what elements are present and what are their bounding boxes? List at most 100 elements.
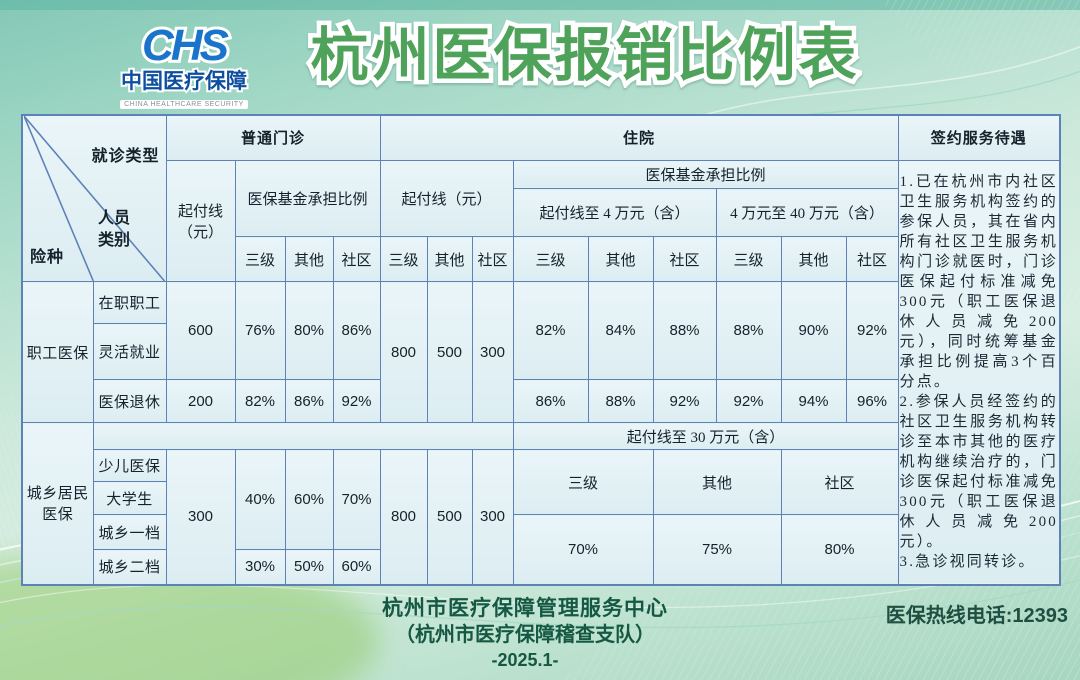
row-resident-range-strip: 城乡居民 医保 起付线至 30 万元（含）: [21, 422, 1060, 585]
contract-note-2: 2.参保人员经签约的社区卫生服务机构转诊至本市其他的医疗机构继续治疗的，门诊医保…: [899, 394, 1059, 550]
label-retired: 医保退休: [92, 379, 167, 423]
row-resident-tier1: 城乡一档 70% 75% 80%: [22, 514, 1060, 585]
logo-name-en: CHINA HEALTHCARE SECURITY: [120, 100, 248, 109]
header-range-0-4: 起付线至 4 万元（含）: [512, 188, 717, 237]
header-range-0-30: 起付线至 30 万元（含）: [512, 422, 899, 450]
corner-visit-type-label: 就诊类型: [91, 148, 160, 165]
row-resident-tier2: 城乡二档 30% 50% 60%: [22, 549, 1060, 585]
label-resident-tier2: 城乡二档: [92, 549, 167, 585]
val-retired-4-40-other: 94%: [780, 379, 847, 423]
val-retired-0-4-tier3: 86%: [512, 379, 589, 423]
val-emp-inpatient-deductible-tier3: 800: [379, 281, 428, 423]
header-community: 社区: [332, 236, 381, 282]
val-retired-outpatient-community: 92%: [332, 379, 381, 423]
header-row-2: 起付线 （元） 医保基金承担比例 起付线（元） 医保基金承担比例 1.已在杭州市…: [22, 159, 1061, 585]
header-range-4-40: 4 万元至 40 万元（含）: [715, 188, 899, 237]
label-employee-insurance: 职工医保: [21, 281, 94, 423]
contract-note-3: 3.急诊视同转诊。: [899, 554, 1036, 570]
val-emp-inpatient-deductible-other: 500: [426, 281, 473, 423]
val-emp-inpatient-deductible-community: 300: [471, 281, 514, 423]
header-tier3: 三级: [512, 236, 589, 282]
val-res-inpatient-other: 75%: [652, 514, 782, 585]
footer-org-sub: （杭州市医疗保障稽查支队）: [395, 624, 655, 646]
header-other: 其他: [587, 236, 654, 282]
val-res-tier2-other: 50%: [284, 549, 334, 585]
reimbursement-table: 就诊类型 人员 类别 险种 普通门诊 住院 签约服务待遇 起付线 （元） 医保基…: [21, 114, 1062, 586]
header-outpatient-fund-ratio: 医保基金承担比例: [234, 159, 381, 237]
val-emp-active-4-40-tier3: 88%: [715, 281, 782, 380]
val-emp-active-0-4-other: 84%: [587, 281, 654, 380]
val-res-inpatient-deductible-community: 300: [471, 449, 514, 585]
logo-name-cn: 中国医疗保障: [121, 69, 247, 93]
diagonal-lines: [24, 116, 165, 281]
val-res-inpatient-tier3: 70%: [512, 514, 654, 585]
header-inpatient-fund-ratio: 医保基金承担比例: [512, 159, 899, 189]
footer-hotline: 医保热线电话:12393: [885, 605, 1068, 627]
label-resident-tier1: 城乡一档: [92, 514, 167, 550]
corner-person-category-label: 人员 类别: [97, 210, 130, 249]
val-retired-0-4-other: 88%: [587, 379, 654, 423]
val-res-outpatient-deductible: 300: [165, 449, 236, 585]
header-res-other: 其他: [652, 449, 782, 515]
logo-abbr: CHS: [142, 24, 229, 69]
val-retired-outpatient-tier3: 82%: [234, 379, 286, 423]
val-retired-0-4-community: 92%: [652, 379, 717, 423]
footer-date: -2025.1-: [491, 650, 559, 670]
val-res-inpatient-deductible-other: 500: [426, 449, 473, 585]
val-retired-outpatient-deductible: 200: [165, 379, 236, 423]
label-child-insurance: 少儿医保: [92, 449, 167, 482]
contract-notes-cell: 1.已在杭州市内社区卫生服务机构签约的参保人员，其在省内所有社区卫生服务机构门诊…: [897, 159, 1061, 585]
label-resident-insurance: 城乡居民 医保: [21, 422, 94, 585]
header-res-community: 社区: [780, 449, 899, 515]
val-emp-active-4-40-community: 92%: [845, 281, 899, 380]
corner-insurance-type-label: 险种: [30, 249, 65, 266]
val-res-upper-tier3: 40%: [234, 449, 286, 550]
label-university-student: 大学生: [92, 481, 167, 515]
val-res-tier2-community: 60%: [332, 549, 381, 585]
header-tier3: 三级: [715, 236, 782, 282]
row-employee-retired: 医保退休 200 82% 86% 92% 86% 88% 92% 92% 94%…: [22, 379, 1060, 423]
header-outpatient: 普通门诊: [165, 114, 381, 161]
header-other: 其他: [780, 236, 847, 282]
val-retired-outpatient-other: 86%: [284, 379, 334, 423]
header-other: 其他: [284, 236, 334, 282]
row-resident-student: 大学生: [22, 481, 1060, 515]
val-emp-outpatient-other: 80%: [284, 281, 334, 380]
header-community: 社区: [471, 236, 514, 282]
footer-org: 杭州市医疗保障管理服务中心: [382, 597, 668, 620]
val-emp-active-4-40-other: 90%: [780, 281, 847, 380]
footer-issuer-block: 杭州市医疗保障管理服务中心 （杭州市医疗保障稽查支队） -2025.1-: [320, 596, 730, 672]
val-retired-4-40-community: 96%: [845, 379, 899, 423]
header-row-3: 起付线至 4 万元（含） 4 万元至 40 万元（含）: [22, 188, 1060, 237]
header-outpatient-deductible: 起付线 （元）: [165, 159, 236, 282]
header-tier3: 三级: [234, 236, 286, 282]
row-resident-child: 少儿医保 300 40% 60% 70% 800 500 300 三级 其他 社…: [22, 449, 1060, 585]
val-res-upper-community: 70%: [332, 449, 381, 550]
header-row-1: 就诊类型 人员 类别 险种 普通门诊 住院 签约服务待遇: [21, 114, 1061, 282]
val-retired-4-40-tier3: 92%: [715, 379, 782, 423]
contract-note-1: 1.已在杭州市内社区卫生服务机构签约的参保人员，其在省内所有社区卫生服务机构门诊…: [899, 174, 1059, 390]
header-other: 其他: [426, 236, 473, 282]
val-emp-outpatient-deductible: 600: [165, 281, 236, 380]
val-emp-outpatient-tier3: 76%: [234, 281, 286, 380]
val-res-tier2-tier3: 30%: [234, 549, 286, 585]
label-flexible-employment: 灵活就业: [92, 323, 167, 380]
label-active-employee: 在职职工: [92, 281, 167, 324]
header-inpatient-deductible: 起付线（元）: [379, 159, 514, 237]
val-emp-active-0-4-tier3: 82%: [512, 281, 589, 380]
val-res-inpatient-community: 80%: [780, 514, 899, 585]
header-community: 社区: [652, 236, 717, 282]
val-emp-active-0-4-community: 88%: [652, 281, 717, 380]
spacer-cell: [92, 422, 514, 450]
header-res-tier3: 三级: [512, 449, 654, 515]
row-employee-flexible: 灵活就业: [22, 323, 1060, 380]
header-contract-benefits: 签约服务待遇: [897, 114, 1061, 161]
chs-logo: CHS 中国医疗保障 CHINA HEALTHCARE SECURITY: [116, 24, 252, 111]
header-community: 社区: [845, 236, 899, 282]
header-tier3: 三级: [379, 236, 428, 282]
val-res-inpatient-deductible-tier3: 800: [379, 449, 428, 585]
val-res-upper-other: 60%: [284, 449, 334, 550]
page-title: 杭州医保报销比例表: [285, 14, 885, 98]
row-employee-active: 职工医保 在职职工 600 76% 80% 86% 800 500 300 82…: [21, 281, 1060, 423]
